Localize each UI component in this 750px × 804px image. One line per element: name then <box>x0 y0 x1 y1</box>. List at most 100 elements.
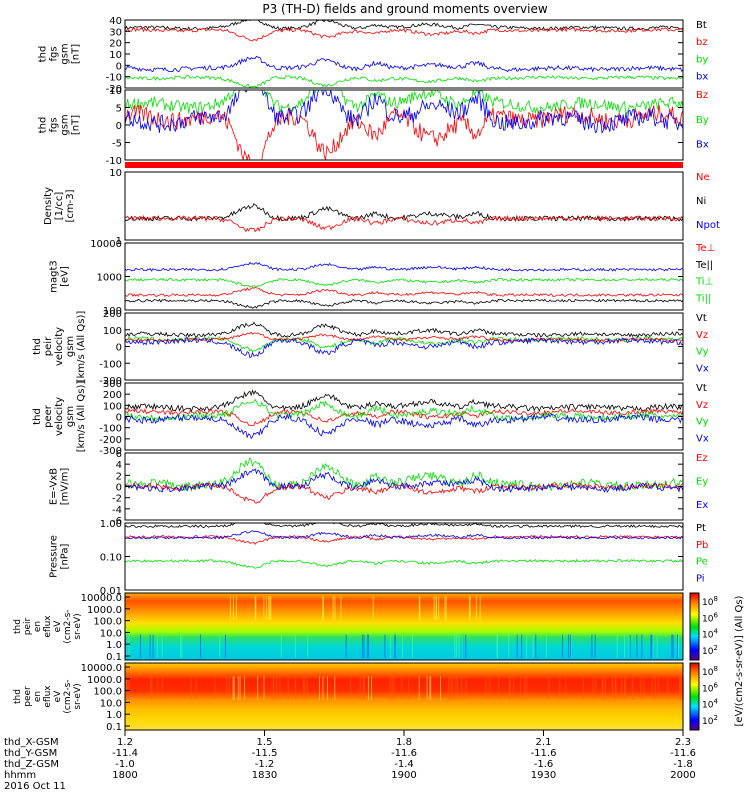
spectrogram-streak <box>371 676 373 700</box>
spectrogram-streak <box>671 634 673 658</box>
y-tick-label: 10.0 <box>100 628 122 639</box>
x-tick-label: -11.6 <box>391 748 417 759</box>
spectrogram-streak <box>418 676 420 700</box>
spectrogram-streak <box>332 596 334 620</box>
spectrogram-streak <box>475 596 477 620</box>
spectrogram-streak <box>548 676 550 700</box>
spectrogram-streak <box>190 676 192 700</box>
colorbar-tick-label: 104 <box>702 628 718 641</box>
spectrogram-streak <box>457 676 459 700</box>
spectrogram-streak <box>180 634 182 658</box>
spectrogram-streak <box>307 634 309 658</box>
y-tick-label: -10 <box>106 156 122 167</box>
spectrogram-streak <box>345 634 347 658</box>
spectrogram-streak <box>303 676 305 700</box>
y-axis-label-line: eflux <box>43 615 53 638</box>
spectrogram-streak <box>676 634 678 658</box>
legend-entry: Ti|| <box>695 294 711 305</box>
y-tick-label: 6 <box>116 449 122 460</box>
spectrogram-streak <box>594 634 596 658</box>
spectrogram-streak <box>455 676 457 700</box>
y-tick-label: -4 <box>112 505 122 516</box>
y-axis-label-line: eV <box>53 620 63 633</box>
colorbar <box>689 592 700 661</box>
spectrogram-streak <box>448 676 450 700</box>
spectrogram-streak <box>126 676 128 700</box>
spectrogram-streak <box>444 596 446 620</box>
spectrogram-streak <box>616 634 618 658</box>
spectrogram-streak <box>237 676 239 700</box>
spectrogram-streak <box>631 676 633 700</box>
y-axis-label-line: velocity <box>54 327 65 366</box>
spectrogram-streak <box>462 634 464 658</box>
spectrogram-streak <box>161 634 163 658</box>
series-line-red <box>124 481 684 504</box>
spectrogram-streak <box>652 634 654 658</box>
x-tick-label: -1.0 <box>115 759 135 770</box>
spectrogram-streak <box>359 676 361 700</box>
spectrogram-streak <box>559 676 561 700</box>
y-tick-label: -100 <box>99 359 122 370</box>
colorbar-tick-exponent: 8 <box>713 665 717 673</box>
spectrogram-streak <box>322 676 324 700</box>
series-line-black <box>124 522 684 529</box>
spectrogram-streak <box>595 676 597 700</box>
spectrogram-streak <box>226 676 228 700</box>
spectrogram-streak <box>232 676 234 700</box>
spectrogram-streak <box>363 676 365 700</box>
panel-temp: 10000 1000 100 magt3 [eV] Te⊥ Te|| Ti⊥ Ti|| <box>49 239 716 317</box>
spectrogram-streak <box>521 634 523 658</box>
spectrogram-streak <box>150 676 152 700</box>
y-tick-label: 30 <box>109 27 122 38</box>
x-row-label: thd_Y-GSM <box>4 748 57 759</box>
spectrogram-fill <box>125 663 683 730</box>
series-line-red <box>124 214 684 233</box>
series-line-green <box>124 277 684 288</box>
spectrogram-streak <box>433 596 435 620</box>
spectrogram-streak <box>651 676 653 700</box>
spectrogram-streak <box>368 676 370 700</box>
spectrogram-streak <box>650 634 652 658</box>
y-axis-label-line: gsm <box>65 406 76 427</box>
spectrogram-streak <box>612 676 614 700</box>
y-axis-label-line: peir <box>43 336 54 356</box>
x-date-label: 2016 Oct 11 <box>4 781 66 792</box>
spectrogram-streak <box>244 676 246 700</box>
y-tick-label: -6 <box>112 516 122 527</box>
series-line-black <box>124 389 684 413</box>
series-line-blue <box>124 55 684 73</box>
spectrogram-streak <box>270 596 272 620</box>
y-axis-label-line: eV <box>53 690 63 703</box>
y-tick-label: 10.0 <box>100 698 122 709</box>
spectrogram-streak <box>654 676 656 700</box>
spectrogram-streak <box>139 634 141 658</box>
spectrogram-streak <box>651 634 653 658</box>
legend-entry: Vy <box>696 417 709 428</box>
spectrogram-streak <box>435 596 437 620</box>
spectrogram-streak <box>372 596 374 620</box>
y-tick-label: -10 <box>106 73 122 84</box>
y-tick-label: 100.0 <box>93 617 122 628</box>
y-tick-label: -300 <box>99 446 122 457</box>
y-tick-label: 100 <box>103 306 122 317</box>
y-axis-label-line: en <box>33 621 43 632</box>
y-tick-label: 1000 <box>97 273 122 284</box>
spectrogram-streak <box>322 596 324 620</box>
spectrogram-streak <box>680 676 682 700</box>
y-axis-label-line: thd <box>38 117 49 134</box>
x-tick-label: -11.6 <box>531 748 557 759</box>
legend-entry: Vz <box>696 330 708 341</box>
legend-entry: Vt <box>696 313 707 324</box>
y-tick-label: 1.0 <box>106 710 122 721</box>
y-axis-label-line: [nPa] <box>60 543 71 569</box>
legend-entry: bz <box>696 37 708 48</box>
y-tick-label: 40 <box>109 16 122 27</box>
y-tick-label: -20 <box>106 84 122 95</box>
spectrogram-streak <box>624 676 626 700</box>
spectrogram-streak <box>322 596 324 620</box>
spectrogram-streak <box>390 634 392 658</box>
spectrogram-streak <box>219 634 221 658</box>
series-line-red <box>124 286 684 298</box>
y-tick-label: 0.1 <box>106 652 122 663</box>
